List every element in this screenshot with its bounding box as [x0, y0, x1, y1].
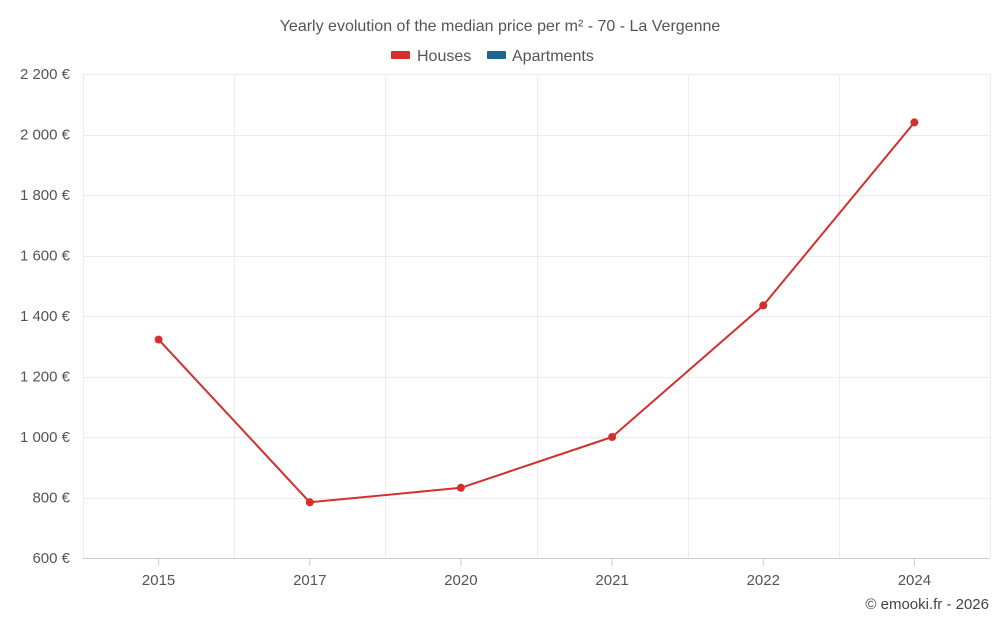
y-tick-label: 1 800 € — [20, 187, 71, 204]
y-tick-label: 2 200 € — [20, 66, 71, 83]
data-point-houses[interactable] — [456, 483, 465, 492]
legend-swatch-apartments[interactable] — [487, 51, 506, 59]
series-line-houses — [157, 121, 916, 504]
y-tick-label: 1 000 € — [20, 429, 71, 446]
y-tick-label: 1 600 € — [20, 248, 71, 265]
y-tick-label: 2 000 € — [20, 127, 71, 144]
legend-swatch-houses[interactable] — [391, 51, 410, 59]
y-tick-label: 1 200 € — [20, 369, 71, 386]
credit-text: © emooki.fr - 2026 — [865, 596, 989, 613]
data-point-houses[interactable] — [759, 301, 768, 310]
data-point-houses[interactable] — [608, 433, 617, 441]
series-layer — [154, 118, 919, 507]
x-axis: 2015 2017 2020 2021 2022 2024 — [83, 558, 990, 589]
chart-title: Yearly evolution of the median price per… — [280, 18, 721, 35]
legend: Houses Apartments — [391, 48, 594, 65]
x-tick-label: 2017 — [293, 572, 326, 589]
x-tick-label: 2015 — [142, 572, 175, 589]
y-tick-label: 800 € — [32, 490, 70, 507]
y-tick-label: 1 400 € — [20, 308, 71, 325]
y-tick-label: 600 € — [32, 550, 70, 567]
legend-label-houses[interactable]: Houses — [417, 48, 471, 65]
data-point-houses[interactable] — [910, 118, 919, 127]
x-tick-label: 2021 — [595, 572, 628, 589]
x-tick-label: 2020 — [444, 572, 477, 589]
data-point-houses[interactable] — [154, 335, 163, 344]
legend-label-apartments[interactable]: Apartments — [512, 48, 594, 65]
grid — [83, 74, 991, 558]
x-tick-label: 2024 — [898, 572, 931, 589]
y-axis: 600 € 800 € 1 000 € 1 200 € 1 400 € 1 600 € 1 … — [20, 66, 71, 567]
data-point-houses[interactable] — [305, 498, 314, 507]
x-tick-label: 2022 — [747, 572, 780, 589]
